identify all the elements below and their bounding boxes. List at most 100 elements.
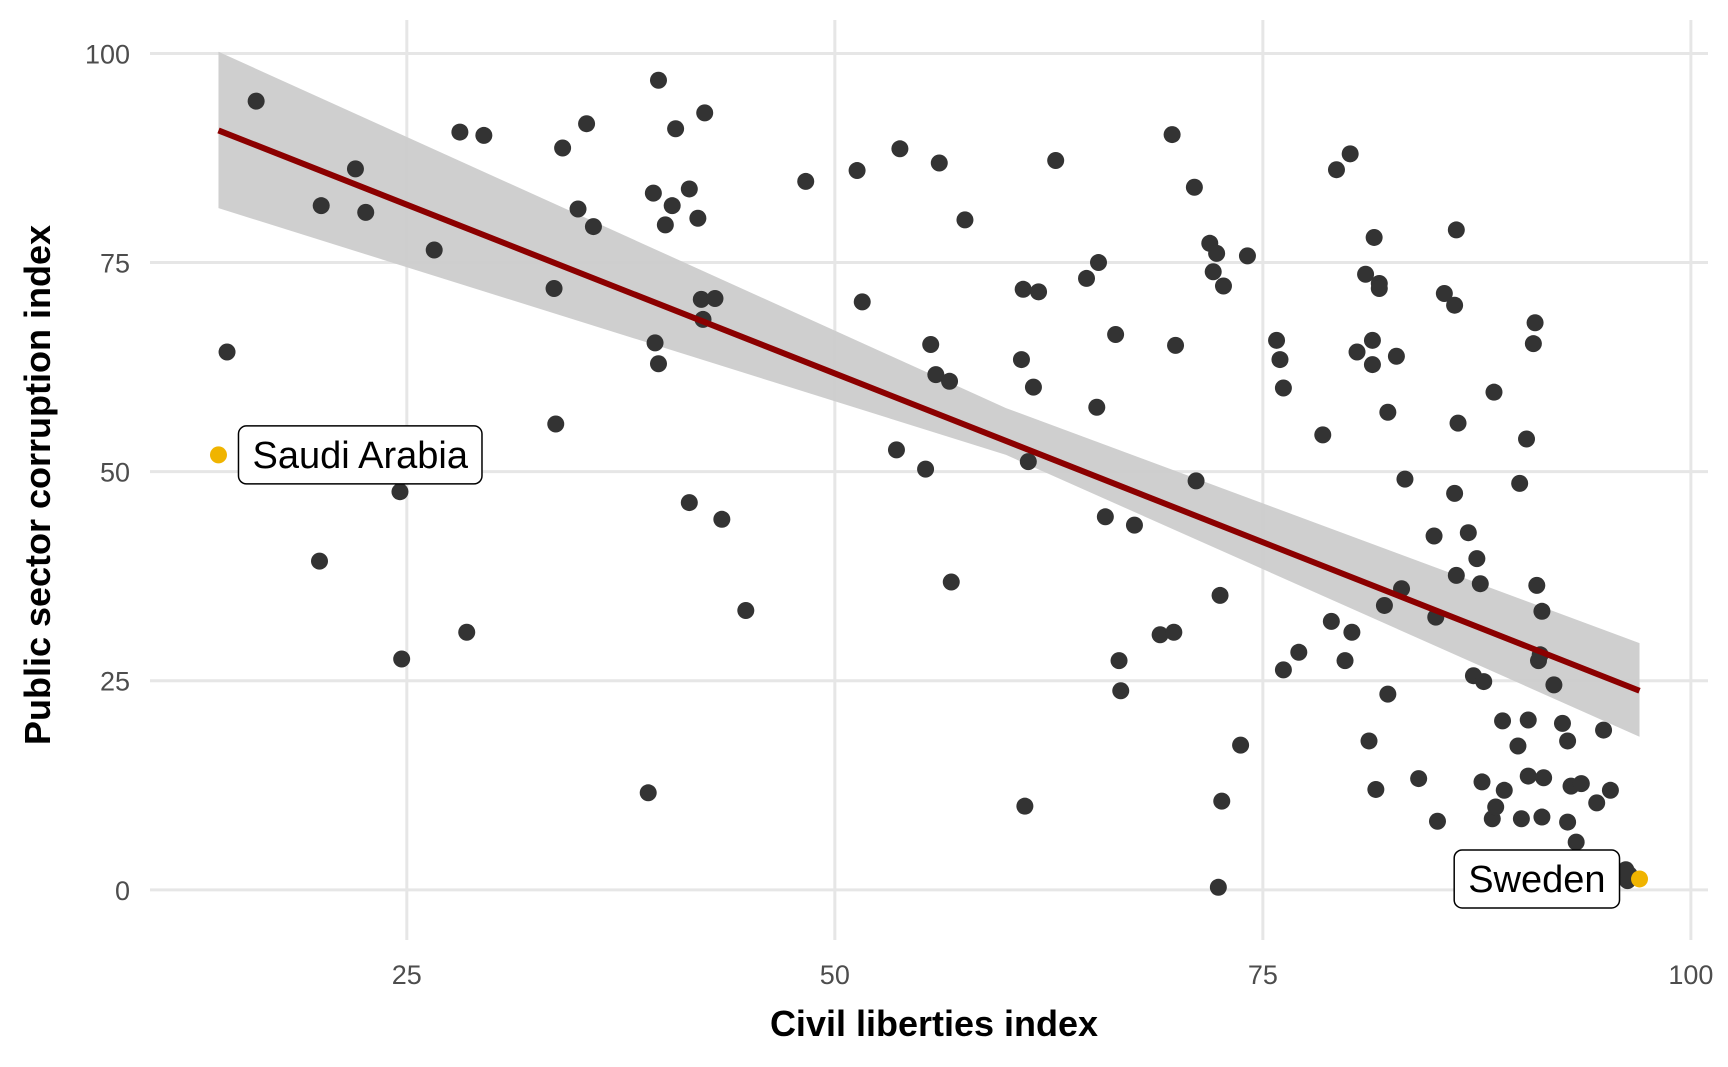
data-point (1209, 878, 1227, 896)
data-point (458, 623, 476, 641)
data-point (1535, 769, 1553, 787)
data-point (1425, 527, 1443, 545)
data-point (1559, 813, 1577, 831)
data-point (1567, 833, 1585, 851)
data-point (1088, 398, 1106, 416)
data-point (891, 140, 909, 158)
data-point (1446, 484, 1464, 502)
data-point (1528, 576, 1546, 594)
data-point (1533, 808, 1551, 826)
data-point (1387, 347, 1405, 365)
data-point (667, 120, 685, 138)
data-point (689, 209, 707, 227)
data-point (393, 650, 411, 668)
data-point (848, 162, 866, 180)
data-point (1327, 161, 1345, 179)
label-box-sweden (1453, 849, 1621, 909)
y-tick-label: 100 (85, 39, 130, 69)
data-point (1360, 732, 1378, 750)
data-point (1449, 414, 1467, 432)
data-point (1336, 652, 1354, 670)
label-text-saudi-arabia: Saudi Arabia (252, 435, 468, 477)
data-point (1213, 792, 1231, 810)
data-point (312, 197, 330, 215)
data-point (1379, 403, 1397, 421)
data-point (692, 290, 710, 308)
data-point (1526, 314, 1544, 332)
data-point (1214, 277, 1232, 295)
data-point (1459, 524, 1477, 542)
data-point (1446, 296, 1464, 314)
data-point (1375, 596, 1393, 614)
data-point (554, 139, 572, 157)
data-point (1447, 566, 1465, 584)
y-tick-label: 50 (100, 458, 130, 488)
data-point (680, 180, 698, 198)
data-point (1495, 781, 1513, 799)
country-labels: Saudi Arabia Sweden (237, 425, 1621, 909)
label-saudi-arabia: Saudi Arabia (237, 425, 483, 485)
data-point (1030, 283, 1048, 301)
data-point (1014, 280, 1032, 298)
data-point (1533, 602, 1551, 620)
data-point (737, 601, 755, 619)
data-point (1012, 351, 1030, 369)
data-point (1125, 516, 1143, 534)
tick-labels: 25 50 75 100 0 25 50 75 100 (85, 39, 1713, 990)
x-axis-title: Civil liberties index (770, 1003, 1098, 1044)
data-point (1447, 221, 1465, 239)
data-point (1471, 575, 1489, 593)
data-point (1475, 673, 1493, 691)
data-point (1187, 472, 1205, 490)
data-point (425, 241, 443, 259)
highlighted-points (209, 446, 1649, 888)
data-point (649, 71, 667, 89)
data-point (357, 203, 375, 221)
data-point (1208, 244, 1226, 262)
data-point (1559, 732, 1577, 750)
data-point (930, 154, 948, 172)
data-point (1204, 263, 1222, 281)
data-point (956, 211, 974, 229)
data-point (1211, 586, 1229, 604)
data-point (1410, 770, 1428, 788)
data-point (1519, 767, 1537, 785)
data-point (1357, 265, 1375, 283)
data-point (1151, 626, 1169, 644)
data-point (1274, 379, 1292, 397)
data-point (1232, 736, 1250, 754)
label-box-saudi-arabia (237, 425, 483, 485)
data-point (578, 115, 596, 133)
data-point (1428, 812, 1446, 830)
data-point (1396, 470, 1414, 488)
data-point (1019, 453, 1037, 471)
data-point (1473, 773, 1491, 791)
data-point (1271, 351, 1289, 369)
data-point (1363, 356, 1381, 374)
data-point (639, 784, 657, 802)
data-point (853, 293, 871, 311)
data-point (1524, 335, 1542, 353)
data-point (1165, 623, 1183, 641)
data-point (1601, 781, 1619, 799)
data-point (1163, 126, 1181, 144)
data-point (1290, 643, 1308, 661)
data-point (1167, 336, 1185, 354)
data-point (247, 92, 265, 110)
label-text-sweden: Sweden (1468, 859, 1605, 901)
data-point (310, 552, 328, 570)
highlighted-point (1631, 870, 1649, 888)
data-point (646, 334, 664, 352)
data-point (1185, 178, 1203, 196)
data-point (1468, 550, 1486, 568)
data-point (451, 123, 469, 141)
data-point (1435, 284, 1453, 302)
data-point (584, 218, 602, 236)
data-point (1379, 685, 1397, 703)
data-point (1363, 331, 1381, 349)
data-point (656, 216, 674, 234)
x-tick-label: 100 (1668, 960, 1713, 990)
data-point (475, 126, 493, 144)
data-point (1545, 676, 1563, 694)
data-point (1512, 810, 1530, 828)
